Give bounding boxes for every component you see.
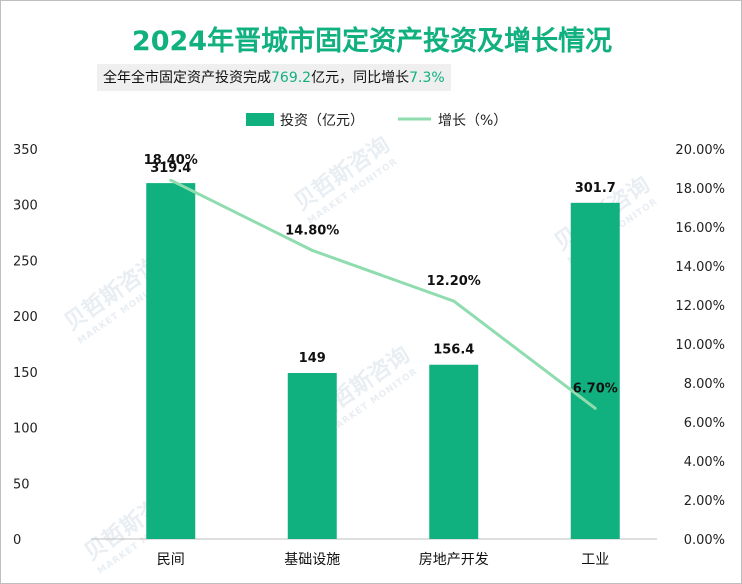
y-tick-label: 250 — [13, 254, 38, 269]
y2-tick-label: 12.00% — [675, 299, 725, 314]
growth-line — [170, 178, 597, 410]
y-axis-left: 0 50 100 150 200 250 300 350 — [13, 143, 38, 548]
bar — [570, 202, 620, 539]
subtitle-amount: 769.2 — [271, 70, 312, 86]
y2-tick-label: 20.00% — [675, 143, 725, 158]
y-axis-right: 0.00% 2.00% 4.00% 6.00% 8.00% 10.00% 12.00% 14.… — [675, 143, 725, 548]
bar-series — [146, 183, 620, 539]
y2-tick-label: 6.00% — [684, 416, 725, 431]
subtitle-mid: 亿元，同比增长 — [311, 70, 410, 86]
subtitle-prefix: 全年全市固定资产投资完成 — [103, 70, 271, 86]
y-tick-label: 150 — [13, 366, 38, 381]
x-axis: 民间 基础设施 房地产开发 工业 — [157, 551, 610, 568]
bar-value-label: 319.4 — [150, 161, 191, 176]
line-value-label: 14.80% — [285, 223, 339, 238]
data-labels: 319.4 149 156.4 301.7 18.40% 14.80% 12.20% 6.70… — [144, 153, 618, 396]
y2-tick-label: 4.00% — [684, 455, 725, 470]
y2-tick-label: 10.00% — [675, 338, 725, 353]
y2-tick-label: 16.00% — [675, 221, 725, 236]
bar — [429, 364, 479, 539]
y2-tick-label: 8.00% — [684, 377, 725, 392]
legend-bar-swatch — [246, 113, 274, 126]
chart-title: 2024年晋城市固定资产投资及增长情况 — [131, 26, 613, 57]
y-tick-label: 200 — [13, 310, 38, 325]
line-value-label: 6.70% — [573, 381, 618, 396]
x-category-label: 工业 — [581, 552, 609, 568]
line-point — [169, 178, 173, 182]
y2-tick-label: 14.00% — [675, 260, 725, 275]
y2-tick-label: 18.00% — [675, 182, 725, 197]
chart-subtitle: 全年全市固定资产投资完成769.2亿元，同比增长7.3% — [97, 64, 451, 91]
legend: 投资（亿元） 增长（%） — [246, 113, 507, 129]
y-tick-label: 300 — [13, 199, 38, 214]
line-point — [452, 299, 456, 303]
subtitle-growth: 7.3% — [409, 70, 445, 86]
line-series — [169, 178, 597, 410]
x-category-label: 民间 — [157, 552, 185, 568]
y2-tick-label: 2.00% — [684, 494, 725, 509]
bar — [287, 372, 337, 539]
x-category-label: 基础设施 — [284, 551, 340, 568]
bar-value-label: 149 — [299, 351, 326, 366]
legend-bar-label: 投资（亿元） — [280, 113, 364, 129]
line-point — [593, 406, 597, 410]
line-value-label: 12.20% — [427, 274, 481, 289]
x-category-label: 房地产开发 — [419, 552, 489, 568]
line-point — [310, 248, 314, 252]
line-value-label: 18.40% — [144, 153, 198, 168]
bar — [146, 183, 196, 539]
bar-value-label: 156.4 — [433, 343, 474, 358]
y-tick-label: 50 — [13, 477, 30, 492]
y-tick-label: 100 — [13, 422, 38, 437]
y-tick-label: 350 — [13, 143, 38, 158]
y-tick-label: 0 — [13, 533, 21, 548]
bar-value-label: 301.7 — [575, 181, 616, 196]
legend-line-label: 增长（%） — [438, 113, 507, 129]
y2-tick-label: 0.00% — [684, 533, 725, 548]
